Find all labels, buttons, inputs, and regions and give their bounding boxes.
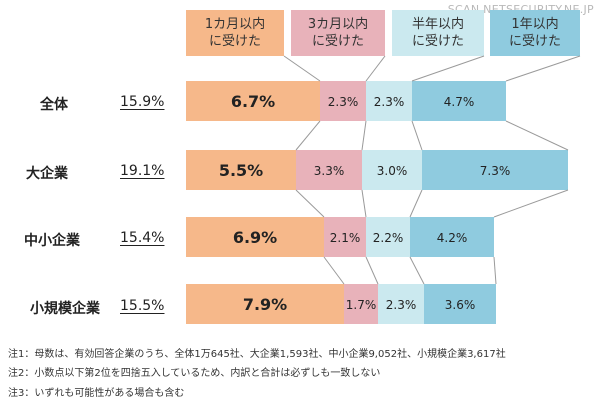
total-value-small: 15.5% xyxy=(120,298,165,314)
total-value-smb: 15.4% xyxy=(120,230,165,246)
data-label-all-1year: 4.7% xyxy=(444,95,475,109)
data-label-large-1month: 5.5% xyxy=(219,161,263,180)
bar-small-3months xyxy=(344,284,378,324)
bar-large-1year xyxy=(422,150,568,190)
bar-smb-halfyear xyxy=(366,217,410,257)
bar-smb-1month xyxy=(186,217,324,257)
data-label-all-1month: 6.7% xyxy=(231,92,275,111)
bar-large-1month xyxy=(186,150,296,190)
data-label-smb-3months: 2.1% xyxy=(330,231,361,245)
category-label-small: 小規模企業 xyxy=(30,301,100,317)
data-label-smb-halfyear: 2.2% xyxy=(373,231,404,245)
connector-line xyxy=(295,120,321,151)
data-label-smb-1year: 4.2% xyxy=(437,231,468,245)
data-label-large-3months: 3.3% xyxy=(314,164,345,178)
data-label-smb-1month: 6.9% xyxy=(233,228,277,247)
data-label-small-1month: 7.9% xyxy=(243,295,287,314)
bar-smb-1year xyxy=(410,217,494,257)
connector-line xyxy=(493,189,569,218)
connector-line xyxy=(361,189,367,218)
bar-large-3months xyxy=(296,150,362,190)
legend-connector-line xyxy=(283,55,321,82)
legend-item-1year: 1年以内 に受けた xyxy=(490,10,580,56)
legend-connector-line xyxy=(505,55,581,82)
legend-item-halfyear: 半年以内 に受けた xyxy=(392,10,484,56)
legend-connector-line xyxy=(365,55,386,82)
data-label-small-1year: 3.6% xyxy=(445,298,476,312)
connector-line xyxy=(323,256,345,285)
bar-all-3months xyxy=(320,81,366,121)
note-3: 注3：いずれも可能性がある場合も含む xyxy=(8,388,185,399)
bar-smb-3months xyxy=(324,217,366,257)
legend-item-3months: 3カ月以内 に受けた xyxy=(291,10,385,56)
bar-small-1month xyxy=(186,284,344,324)
bar-all-1month xyxy=(186,81,320,121)
connector-line xyxy=(361,120,367,151)
connector-line xyxy=(409,256,425,285)
data-label-small-3months: 1.7% xyxy=(346,298,377,312)
data-label-large-1year: 7.3% xyxy=(480,164,511,178)
total-value-all: 15.9% xyxy=(120,94,165,110)
data-label-all-halfyear: 2.3% xyxy=(374,95,405,109)
data-label-all-3months: 2.3% xyxy=(328,95,359,109)
connector-line xyxy=(365,256,379,285)
data-label-large-halfyear: 3.0% xyxy=(377,164,408,178)
connector-line xyxy=(505,120,569,151)
total-value-large: 19.1% xyxy=(120,163,165,179)
data-label-small-halfyear: 2.3% xyxy=(386,298,417,312)
note-2: 注2：小数点以下第2位を四捨五入しているため、内訳と合計は必ずしも一致しない xyxy=(8,368,381,379)
note-1: 注1：母数は、有効回答企業のうち、全体1万645社、大企業1,593社、中小企業… xyxy=(8,349,506,360)
category-label-smb: 中小企業 xyxy=(24,233,80,249)
category-label-all: 全体 xyxy=(40,97,68,113)
bar-large-halfyear xyxy=(362,150,422,190)
connector-line xyxy=(493,256,497,285)
category-label-large: 大企業 xyxy=(26,166,68,182)
bar-all-1year xyxy=(412,81,506,121)
bar-small-1year xyxy=(424,284,496,324)
bar-all-halfyear xyxy=(366,81,412,121)
bar-small-halfyear xyxy=(378,284,424,324)
connector-line xyxy=(409,189,423,218)
connector-line xyxy=(295,189,325,218)
legend-item-1month: 1カ月以内 に受けた xyxy=(186,10,284,56)
connector-line xyxy=(411,120,423,151)
legend-connector-line xyxy=(411,55,485,82)
